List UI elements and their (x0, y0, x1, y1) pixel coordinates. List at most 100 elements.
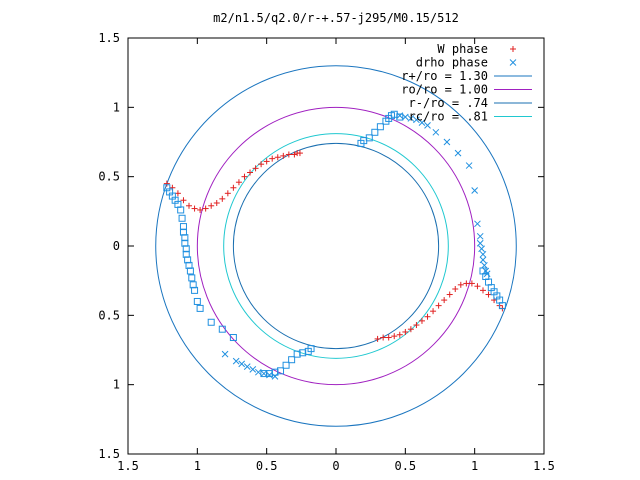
drho-phase-point (481, 262, 488, 269)
drho-phase-point (465, 162, 473, 169)
drho-phase-point (413, 116, 420, 124)
w-phase-point (485, 291, 492, 298)
w-phase-point (241, 173, 248, 180)
w-phase-point (186, 202, 193, 209)
w-phase-point (380, 334, 387, 341)
w-phase-point (413, 322, 420, 329)
w-phase-point (391, 333, 398, 340)
w-phase-point (269, 155, 276, 162)
drho-phase-point (260, 370, 268, 377)
w-phase-point (441, 297, 448, 304)
drho-phase-point (474, 220, 481, 228)
y-tick-label: 0 (113, 239, 120, 253)
square-point (307, 345, 315, 353)
drho-phase-point (271, 372, 279, 380)
drho-phase-point (243, 363, 251, 370)
legend-label: drho phase (416, 56, 488, 70)
legend-marker-swatch (509, 59, 517, 66)
y-tick-label: 0.5 (98, 170, 120, 184)
y-tick-label: 1 (113, 378, 120, 392)
w-phase-point (252, 165, 259, 172)
w-phase-point (385, 334, 392, 341)
legend-marker-swatch (510, 46, 516, 52)
drho-phase-point (443, 138, 451, 146)
x-tick-label: 1.5 (533, 459, 555, 473)
drho-phase-point (401, 113, 409, 121)
square-point (229, 334, 237, 342)
w-phase-point (263, 158, 270, 165)
drho-phase-point (432, 128, 440, 136)
radius-circle (223, 133, 449, 359)
w-phase-point (446, 291, 453, 298)
w-phase-point (274, 154, 281, 161)
w-phase-point (452, 285, 459, 292)
legend-label: ro/ro = 1.00 (401, 83, 488, 97)
drho-phase-point (471, 187, 479, 194)
x-tick-label: 1.5 (117, 459, 139, 473)
drho-phase-point (454, 149, 462, 157)
w-phase-point (402, 328, 409, 335)
drho-phase-point (478, 245, 485, 253)
drho-phase-point (479, 256, 487, 264)
drho-phase-point (424, 122, 431, 129)
w-phase-point (258, 161, 265, 168)
square-point (282, 361, 290, 369)
w-phase-point (180, 197, 187, 204)
y-tick-label: 1.5 (98, 31, 120, 45)
w-phase-point (296, 150, 303, 157)
square-point (191, 286, 199, 294)
radius-circle (155, 65, 517, 427)
drho-phase-point (232, 357, 240, 365)
drho-phase-point (476, 239, 484, 247)
chart-title: m2/n1.5/q2.0/r-+.57-j295/M0.15/512 (213, 11, 459, 25)
radius-circles (155, 65, 517, 427)
radius-circle (232, 142, 440, 350)
drho-phase-point (418, 119, 426, 126)
w-phase-point (235, 179, 242, 186)
square-point (277, 367, 285, 375)
square-point (186, 267, 194, 275)
w-phase-point (280, 152, 287, 159)
legend-label: W phase (437, 42, 488, 56)
square-point (371, 128, 379, 136)
w-phase-point (219, 195, 226, 202)
x-tick-label: 0.5 (394, 459, 416, 473)
square-point (396, 113, 404, 121)
x-tick-label: 0 (332, 459, 339, 473)
w-phase-point (224, 190, 231, 197)
w-phase-point (474, 283, 481, 290)
square-point (498, 302, 506, 310)
w-phase-point (418, 317, 425, 324)
drho-phase-point (249, 366, 257, 373)
legend-label: r+/ro = 1.30 (401, 69, 488, 83)
square-point (178, 214, 186, 222)
w-phase-point (424, 313, 431, 320)
square-point (188, 274, 196, 282)
w-phase-point (463, 280, 470, 287)
square-point (196, 304, 204, 312)
square-point (376, 123, 384, 131)
drho-phase-point (238, 360, 246, 368)
drho-phase-point (407, 115, 415, 122)
y-tick-label: 1.5 (98, 447, 120, 461)
drho-phase-point (476, 232, 484, 240)
w-phase-point (291, 151, 298, 158)
drho-phase-point (221, 350, 229, 358)
w-phase-point (197, 206, 204, 213)
w-phase-point (430, 308, 437, 315)
w-phase-point (374, 335, 381, 342)
square-point (288, 356, 296, 364)
y-tick-label: 0.5 (98, 308, 120, 322)
square-point (218, 325, 226, 333)
square-point (207, 318, 215, 326)
w-phase-point (163, 180, 170, 187)
w-phase-point (247, 169, 254, 176)
w-phase-point (285, 151, 292, 158)
w-phase-point (468, 280, 475, 287)
w-phase-point (213, 200, 220, 207)
data-points (163, 110, 506, 380)
w-phase-point (457, 281, 464, 288)
